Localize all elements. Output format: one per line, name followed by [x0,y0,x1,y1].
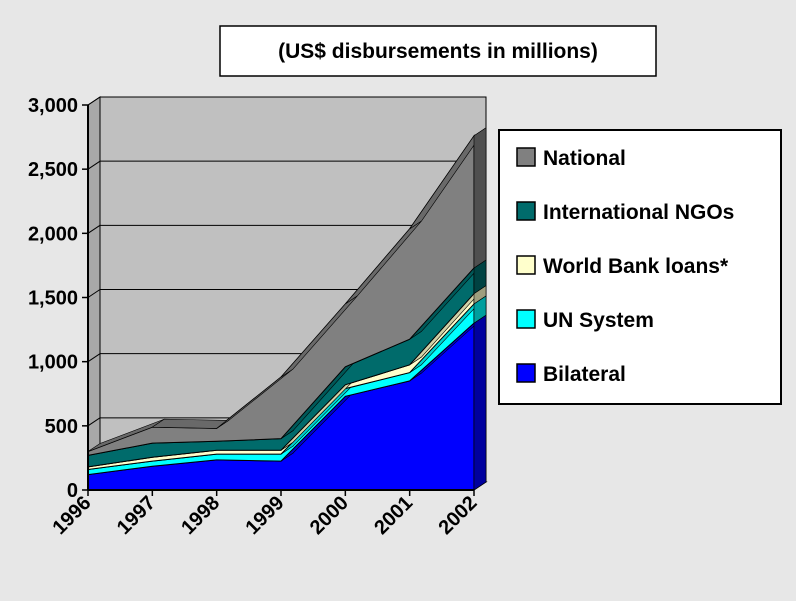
legend-swatch [516,255,536,275]
legend-box [498,129,782,405]
legend-swatch [516,363,536,383]
gridline-side [87,353,101,363]
legend-item: World Bank loans* [516,255,729,278]
area-end-face [473,314,487,491]
gridline-side [87,224,101,234]
gridline-side [87,160,101,170]
y-tick-label: 2,000 [28,223,78,245]
stacked-areas [87,127,487,491]
legend-label: International NGOs [543,201,734,224]
gridline-side [87,96,101,106]
chart-title: (US$ disbursements in millions) [278,40,598,63]
legend-swatch [516,309,536,329]
y-tick-label: 2,500 [28,159,78,181]
chart-title-box: (US$ disbursements in millions) [219,25,657,77]
y-tick-label: 1,000 [28,352,78,374]
legend-label: UN System [543,309,654,332]
legend-swatch [516,147,536,167]
y-tick-label: 1,500 [28,288,78,310]
legend-item: National [516,147,626,170]
legend-label: National [543,147,626,170]
area-end-face [473,127,487,269]
legend: National International NGOs World Bank loa… [498,129,782,405]
series-national [87,127,487,456]
legend-item: International NGOs [516,201,734,224]
legend-label: Bilateral [543,363,626,386]
y-tick-label: 0 [67,480,78,502]
y-tick-label: 3,000 [28,95,78,117]
area-top-face [151,418,230,429]
legend-item: UN System [516,309,654,332]
y-tick-label: 500 [45,416,78,438]
legend-item: Bilateral [516,363,626,386]
legend-label: World Bank loans* [543,255,729,278]
y-axis: 0 500 1,000 1,500 2,000 2,500 3,000 [28,95,88,502]
legend-swatch [516,201,536,221]
gridline-side [87,417,101,427]
gridline-side [87,289,101,298]
